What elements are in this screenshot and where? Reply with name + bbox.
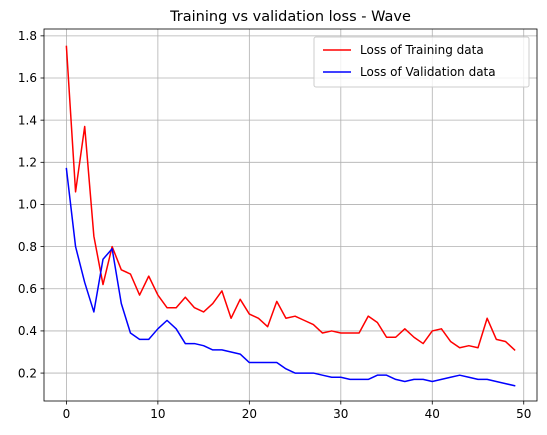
series-lines (65, 45, 516, 387)
x-tick-label: 0 (63, 407, 71, 421)
series-line-training (65, 45, 516, 351)
y-tick-label: 1.8 (18, 29, 37, 43)
legend-item: Loss of Training data (323, 43, 484, 57)
chart-title: Training vs validation loss - Wave (169, 9, 411, 25)
legend-label: Loss of Validation data (360, 65, 496, 79)
series-line-validation (65, 167, 516, 387)
legend-box (313, 36, 530, 88)
axis-ticks: 0 10 20 30 40 50 0.2 0.4 0.6 0.8 1.0 1.2 1.4 1.6 1.8 (18, 29, 531, 421)
y-tick-label: 1.0 (18, 198, 37, 212)
y-tick-label: 1.6 (18, 71, 37, 85)
x-tick-label: 10 (150, 407, 165, 421)
x-tick-label: 30 (333, 407, 348, 421)
y-tick-label: 1.4 (18, 113, 37, 127)
y-tick-label: 0.4 (18, 324, 37, 338)
y-tick-label: 0.6 (18, 282, 37, 296)
y-tick-label: 0.2 (18, 366, 37, 380)
legend-item: Loss of Validation data (323, 65, 496, 79)
plot-frame (43, 28, 538, 402)
legend-label: Loss of Training data (360, 43, 484, 57)
y-tick-label: 0.8 (18, 240, 37, 254)
x-tick-label: 40 (425, 407, 440, 421)
x-tick-label: 50 (516, 407, 531, 421)
y-tick-label: 1.2 (18, 156, 37, 170)
legend: Loss of Training data Loss of Validation … (313, 36, 530, 88)
x-tick-label: 20 (242, 407, 257, 421)
